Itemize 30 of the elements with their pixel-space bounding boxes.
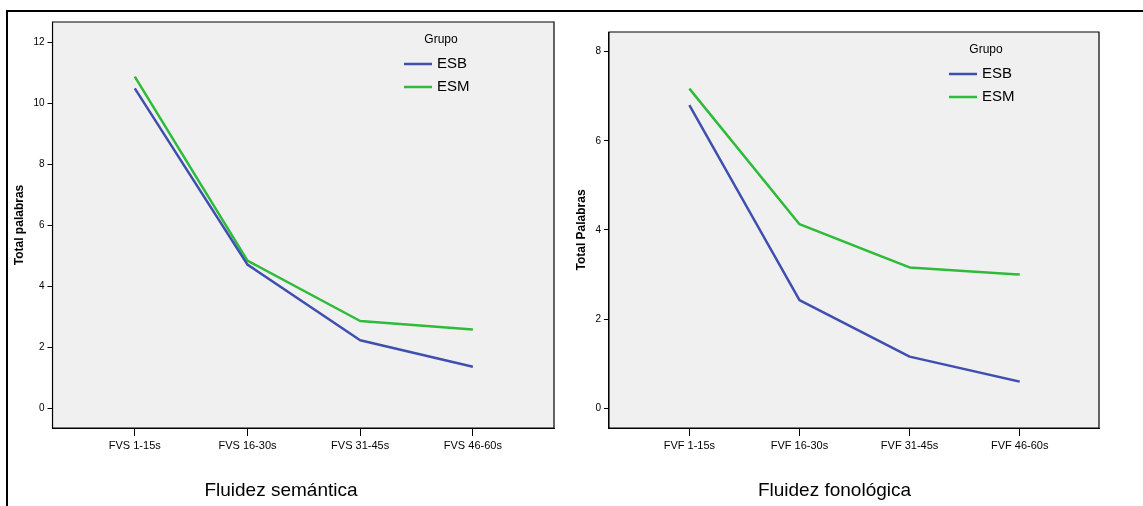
legend-title: Grupo xyxy=(969,42,1003,57)
x-tick-label: FVS 46-60s xyxy=(443,438,503,451)
y-tick-label: 4 xyxy=(38,280,45,292)
x-tick-label: FVF 1-15s xyxy=(663,438,716,451)
y-tick-label: 10 xyxy=(33,97,45,109)
y-tick-label: 0 xyxy=(38,402,45,414)
y-tick-label: 8 xyxy=(38,158,45,170)
y-tick-label: 6 xyxy=(595,134,602,146)
legend-label: ESB xyxy=(982,64,1013,82)
y-axis-title: Total palabras xyxy=(11,184,26,266)
legend-label: ESM xyxy=(982,87,1015,105)
x-tick-label: FVS 31-45s xyxy=(331,438,390,451)
legend-title: Grupo xyxy=(424,32,458,47)
x-tick-label: FVS 16-30s xyxy=(218,438,278,451)
y-tick-label: 4 xyxy=(595,223,602,235)
legend-label: ESB xyxy=(437,54,468,72)
text: Fluidez semántica xyxy=(204,478,358,500)
y-axis-title: Total Palabras xyxy=(573,189,588,271)
x-tick-label: FVF 46-60s xyxy=(990,438,1049,451)
legend-label: ESM xyxy=(437,77,470,95)
x-tick-label: FVS 1-15s xyxy=(108,438,162,451)
y-tick-label: 0 xyxy=(595,402,602,414)
x-tick-label: FVF 31-45s xyxy=(880,438,939,451)
x-tick-label: FVF 16-30s xyxy=(770,438,829,451)
y-tick-label: 2 xyxy=(38,341,45,353)
y-tick-label: 12 xyxy=(33,36,45,48)
y-tick-label: 6 xyxy=(38,219,45,231)
y-tick-label: 2 xyxy=(595,312,602,324)
y-tick-label: 8 xyxy=(595,45,602,57)
text: Fluidez fonológica xyxy=(757,478,912,500)
